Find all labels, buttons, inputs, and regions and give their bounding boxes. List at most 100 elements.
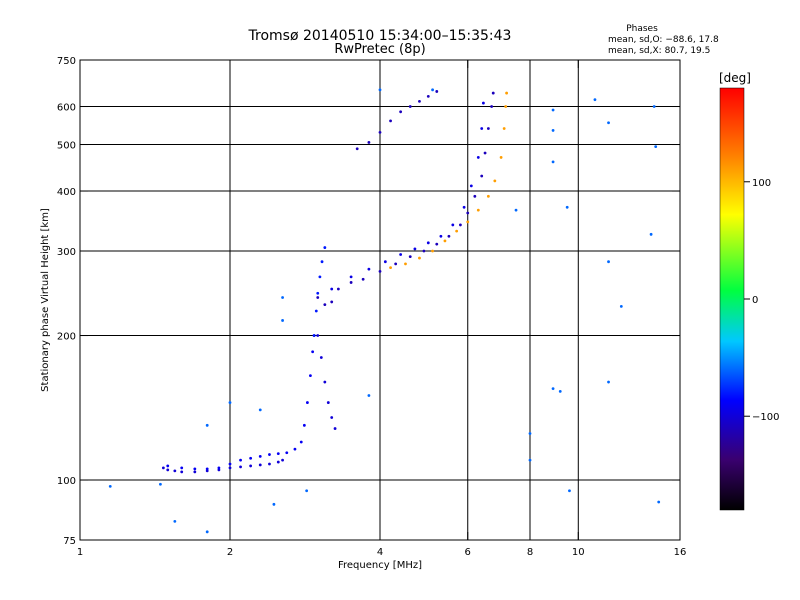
data-point [466, 220, 470, 224]
y-tick-label: 400 [57, 187, 76, 198]
data-point [491, 91, 495, 95]
phases-heading: Phases [626, 24, 658, 34]
data-point [323, 246, 327, 249]
data-point [490, 105, 494, 108]
data-point [336, 287, 340, 291]
y-axis-label: Stationary phase Virtual Height [km] [40, 208, 51, 392]
data-point [504, 105, 508, 108]
data-point [649, 232, 653, 236]
data-point [349, 275, 353, 279]
tick-layer: 1 2 4 6 8 10 16 75 100 200 300 400 500 600 750 [57, 56, 686, 558]
data-point [551, 129, 555, 132]
data-point [193, 467, 197, 471]
data-point [249, 456, 253, 460]
data-point [476, 208, 480, 212]
data-point [473, 194, 477, 198]
data-point [316, 334, 320, 337]
data-point [399, 253, 403, 256]
data-point [180, 466, 184, 470]
data-point [476, 156, 480, 159]
data-point [320, 260, 324, 264]
data-point [607, 260, 610, 264]
data-point [426, 94, 430, 98]
data-point [505, 91, 508, 95]
data-point [316, 296, 320, 299]
data-point [657, 500, 661, 504]
data-point [481, 101, 485, 105]
grid-layer [80, 60, 680, 540]
data-point [652, 105, 656, 108]
data-point [166, 468, 170, 472]
x-tick-label: 10 [572, 547, 585, 558]
x-tick-label: 16 [674, 547, 687, 558]
data-point [404, 262, 407, 266]
data-point [309, 374, 312, 378]
x-tick-label: 6 [465, 547, 471, 558]
data-point [447, 234, 451, 238]
chart-subtitle: RwPretec (8p) [334, 42, 425, 57]
data-point [166, 464, 170, 468]
data-point [593, 98, 597, 102]
data-point [455, 229, 459, 233]
y-tick-label: 200 [57, 332, 76, 343]
data-point [276, 452, 280, 456]
data-point [418, 256, 421, 260]
data-point [319, 356, 323, 359]
data-point [276, 460, 280, 464]
data-point [435, 242, 439, 246]
data-point [378, 270, 382, 273]
data-point [314, 309, 318, 313]
data-point [389, 266, 392, 270]
data-point [439, 234, 443, 238]
y-tick-label: 75 [63, 536, 76, 547]
data-point [326, 401, 330, 404]
data-point [108, 484, 112, 488]
data-point [480, 127, 484, 130]
data-point [281, 296, 284, 299]
data-point [205, 530, 209, 534]
data-point [619, 305, 623, 308]
data-point [499, 156, 503, 159]
data-point [258, 463, 262, 467]
y-tick-label: 300 [57, 247, 76, 258]
data-point [159, 482, 162, 486]
data-point [205, 469, 209, 473]
data-point [462, 205, 466, 209]
data-point [413, 247, 417, 251]
data-point [272, 502, 276, 506]
data-point [205, 423, 209, 427]
data-point [281, 458, 284, 462]
data-point [312, 334, 316, 337]
x-tick-label: 8 [527, 547, 533, 558]
data-point [349, 281, 353, 284]
data-point [268, 462, 271, 466]
data-point [180, 470, 184, 474]
data-point [565, 205, 569, 209]
data-point [422, 249, 426, 253]
data-point [378, 88, 382, 92]
data-point [323, 303, 327, 306]
data-point [239, 458, 242, 462]
data-point [217, 466, 221, 470]
data-point [217, 468, 221, 472]
data-point [293, 447, 297, 451]
data-point [367, 141, 371, 144]
y-tick-label: 100 [57, 476, 76, 487]
data-point [281, 319, 284, 322]
data-point [486, 127, 490, 130]
colorbar-label: [deg] [719, 71, 751, 85]
data-point [305, 489, 309, 493]
data-point [483, 151, 487, 155]
data-point [435, 90, 439, 93]
colorbar-tick-label: 100 [752, 178, 771, 189]
data-point [361, 277, 365, 281]
data-point [302, 423, 306, 427]
data-point [205, 467, 209, 471]
colorbar-tick-label: 0 [752, 295, 758, 306]
data-point [355, 147, 359, 151]
data-point [173, 469, 177, 473]
phases-line-x: mean, sd,X: 80.7, 19.5 [608, 46, 710, 56]
data-point [502, 127, 506, 130]
